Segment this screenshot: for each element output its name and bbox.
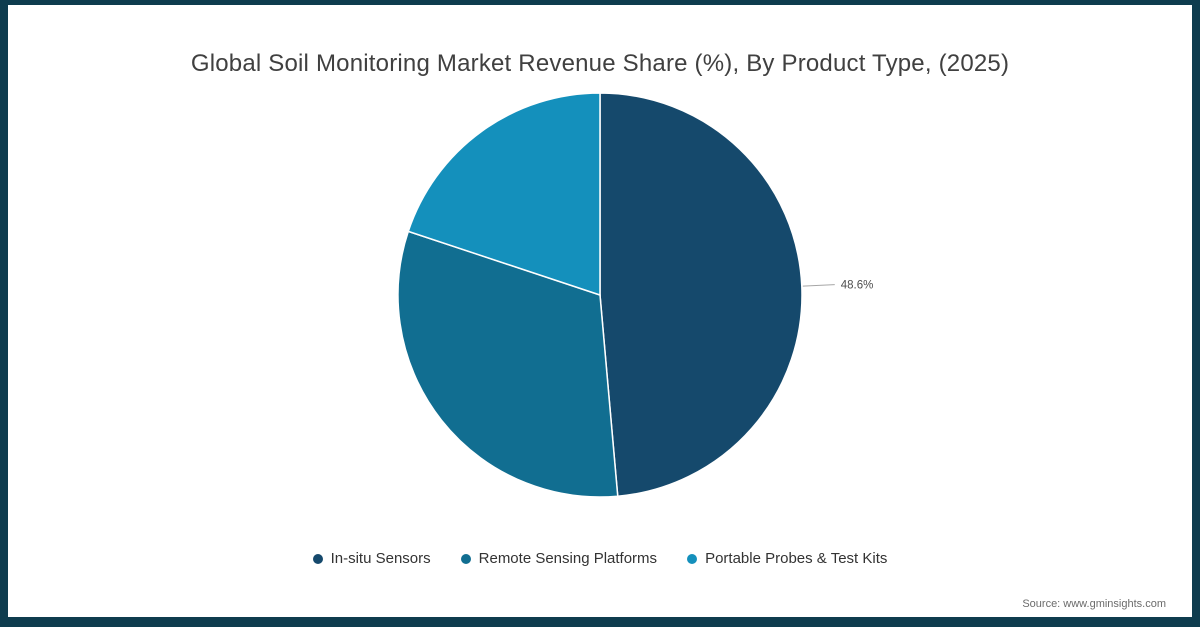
slice-value-label: 48.6% <box>841 280 874 292</box>
pie-slice-portable-probes-test-kits <box>407 92 601 297</box>
legend-marker-icon <box>312 553 323 564</box>
chart-title: Global Soil Monitoring Market Revenue Sh… <box>190 50 1010 77</box>
legend-item: Portable Probes & Test Kits <box>687 550 887 567</box>
legend-label: Remote Sensing Platforms <box>478 550 658 567</box>
slice-label-leader-line <box>802 284 835 287</box>
legend-marker-icon <box>460 553 471 564</box>
source-attribution: Source: www.gminsights.com <box>1022 598 1166 610</box>
legend: In-situ Sensors Remote Sensing Platforms… <box>0 550 1200 567</box>
legend-label: Portable Probes & Test Kits <box>705 550 888 567</box>
legend-item: Remote Sensing Platforms <box>460 550 658 567</box>
legend-label: In-situ Sensors <box>330 550 431 567</box>
pie-slice-remote-sensing-platforms <box>397 230 619 498</box>
pie-slice-in-situ-sensors <box>599 92 803 498</box>
legend-marker-icon <box>687 553 698 564</box>
legend-item: In-situ Sensors <box>312 550 431 567</box>
